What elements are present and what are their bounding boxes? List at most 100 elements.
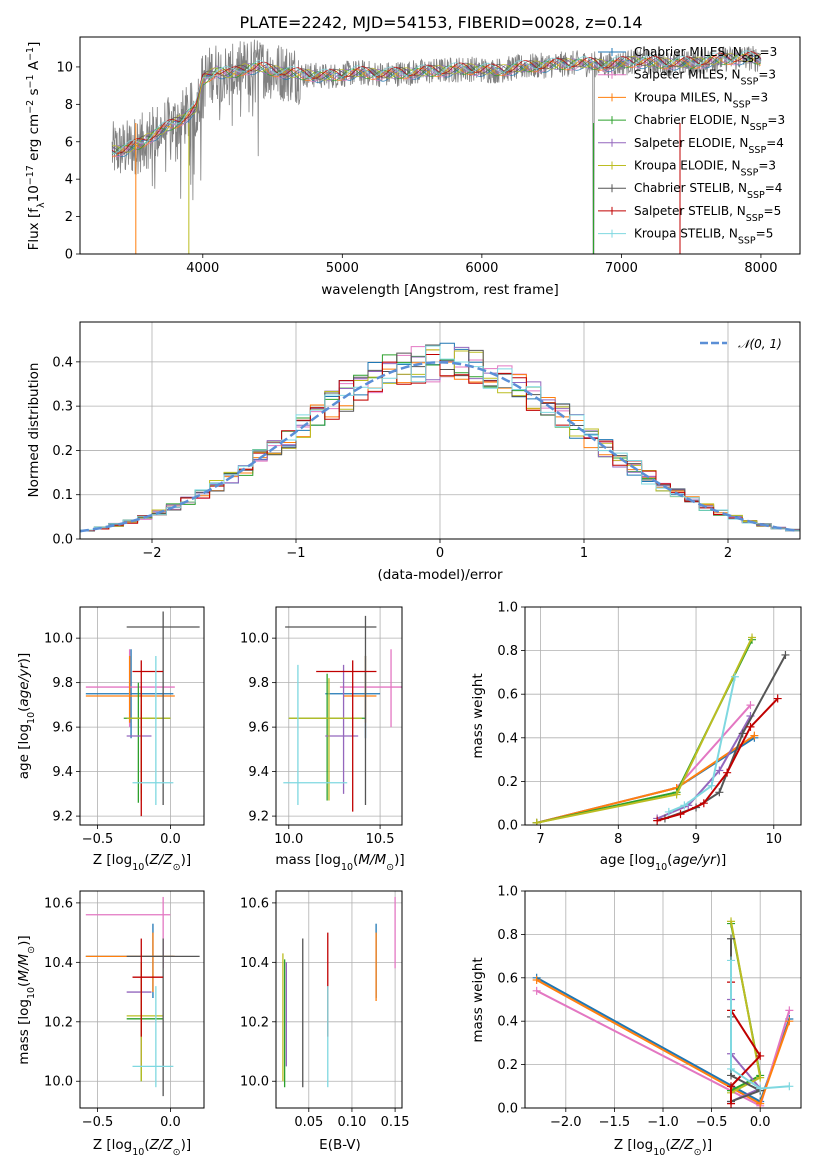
mass-weight-line (664, 654, 787, 820)
x-tick-label: −1.0 (647, 1115, 679, 1130)
x-tick-label: 0.0 (160, 1115, 181, 1130)
y-tick-label: 10.2 (44, 1015, 73, 1030)
axes-frame (79, 890, 205, 1109)
data-point-marker (785, 1006, 794, 1015)
mass-vs-metallicity-panel: −0.5 0.0 10.0 10.2 10.4 10.6 Z [log10(Z/Z⊙)] ma… (16, 890, 205, 1158)
y-tick-label: 10.0 (240, 632, 269, 647)
y-tick-label: 9.6 (52, 721, 73, 736)
axes-frame (524, 890, 802, 1109)
legend-entry: Salpeter MILES, NSSP=3 (634, 68, 776, 88)
x-tick-label: 0.15 (381, 1115, 410, 1130)
y-axis-label: age [log10(age/yr)] (16, 653, 37, 779)
mass-weight-line (668, 676, 736, 813)
data-point-marker (727, 956, 736, 965)
data-point-marker (723, 768, 732, 777)
x-tick-label: 5000 (326, 261, 359, 276)
x-tick-label: 7 (536, 832, 544, 847)
y-tick-label: 6 (65, 135, 73, 150)
axes-frame (79, 321, 801, 540)
data-point-marker (756, 1073, 765, 1082)
y-tick-label: 10.0 (44, 1075, 73, 1090)
data-point-marker (653, 816, 662, 825)
x-tick-label: −1.5 (599, 1115, 631, 1130)
data-point-marker (532, 986, 541, 995)
x-axis-label: E(B-V) (319, 1137, 361, 1153)
legend-entry: Chabrier ELODIE, NSSP=3 (634, 113, 785, 133)
data-point-marker (715, 788, 724, 797)
legend-entry: Salpeter ELODIE, NSSP=4 (634, 136, 784, 156)
plot-area (282, 896, 396, 1088)
model-spectrum-line (111, 55, 762, 157)
spectrum-legend: Chabrier MILES, NSSP=3 Salpeter MILES, NS… (598, 45, 785, 246)
y-tick-label: 9.8 (248, 676, 269, 691)
y-tick-label: 10 (56, 60, 73, 75)
x-tick-label: 0 (436, 546, 444, 561)
plot-area (111, 39, 762, 254)
y-tick-label: 0.6 (497, 688, 518, 703)
data-point-marker (727, 1064, 736, 1073)
y-tick-label: 1.0 (497, 885, 518, 900)
plot-area (532, 633, 790, 825)
x-tick-label: −0.5 (82, 832, 114, 847)
data-point-marker (750, 731, 759, 740)
model-spectrum-line (112, 50, 762, 154)
x-tick-label: 0.0 (160, 832, 181, 847)
y-tick-label: 0.0 (497, 1102, 518, 1117)
y-tick-label: 10.0 (240, 1075, 269, 1090)
data-point-marker (727, 917, 736, 926)
y-axis-label: mass [log10(M/M⊙)] (16, 935, 37, 1064)
data-point-marker (532, 975, 541, 984)
x-tick-label: 8 (614, 832, 622, 847)
y-tick-label: 10.0 (44, 632, 73, 647)
axes-frame (79, 606, 205, 826)
data-point-marker (756, 1051, 765, 1060)
y-tick-label: 0.4 (497, 731, 518, 746)
data-point-marker (748, 633, 757, 642)
mass-weight-line (730, 921, 762, 1094)
x-tick-label: 2 (724, 546, 732, 561)
figure-title: PLATE=2242, MJD=54153, FIBERID=0028, z=0… (239, 13, 642, 32)
y-tick-label: 9.2 (248, 810, 269, 825)
x-tick-label: 1 (580, 546, 588, 561)
x-tick-label: −2.0 (550, 1115, 582, 1130)
x-tick-label: −2 (142, 546, 161, 561)
legend-entry: Chabrier MILES, NSSP=3 (634, 45, 777, 65)
y-tick-label: 0.8 (497, 928, 518, 943)
data-point-marker (727, 934, 736, 943)
model-spectrum-line (111, 53, 761, 153)
data-point-marker (785, 1082, 794, 1091)
y-tick-label: 0 (65, 248, 73, 263)
age-vs-metallicity-panel: −0.5 0.0 9.2 9.4 9.6 9.8 10.0 Z [log10(Z/Z⊙)] ag… (16, 606, 205, 873)
data-point-marker (746, 701, 755, 710)
data-point-marker (756, 1099, 765, 1108)
y-tick-label: 0.4 (497, 1015, 518, 1030)
model-spectrum-line (111, 52, 762, 154)
x-tick-label: 9 (692, 832, 700, 847)
y-tick-label: 0.3 (52, 400, 73, 415)
x-axis-label: mass [log10(M/M⊙)] (275, 852, 404, 873)
data-point-marker (785, 1017, 794, 1026)
data-point-marker (730, 672, 739, 681)
x-tick-label: −0.5 (82, 1115, 114, 1130)
data-point-marker (532, 818, 541, 825)
x-tick-label: 0.05 (294, 1115, 323, 1130)
plot-area (85, 611, 200, 817)
x-tick-label: 10 (766, 832, 783, 847)
normal-distribution-curve (80, 361, 798, 533)
plot-area (532, 917, 794, 1108)
legend-entry: Chabrier STELIB, NSSP=4 (634, 181, 782, 201)
data-point-marker (680, 801, 689, 810)
legend-entry: Salpeter STELIB, NSSP=5 (634, 204, 781, 224)
y-tick-label: 1.0 (497, 601, 518, 616)
y-tick-label: 4 (65, 173, 73, 188)
model-spectrum-line (111, 53, 762, 156)
observed-spectrum-line (111, 39, 762, 254)
x-axis-label: age [log10(age/yr)] (600, 852, 726, 873)
y-axis-label: mass weight (470, 673, 486, 758)
y-tick-label: 9.2 (52, 810, 73, 825)
y-tick-label: 0.2 (497, 775, 518, 790)
data-point-marker (781, 650, 790, 659)
x-tick-label: −0.5 (696, 1115, 728, 1130)
legend-entry: Kroupa STELIB, NSSP=5 (634, 227, 773, 247)
